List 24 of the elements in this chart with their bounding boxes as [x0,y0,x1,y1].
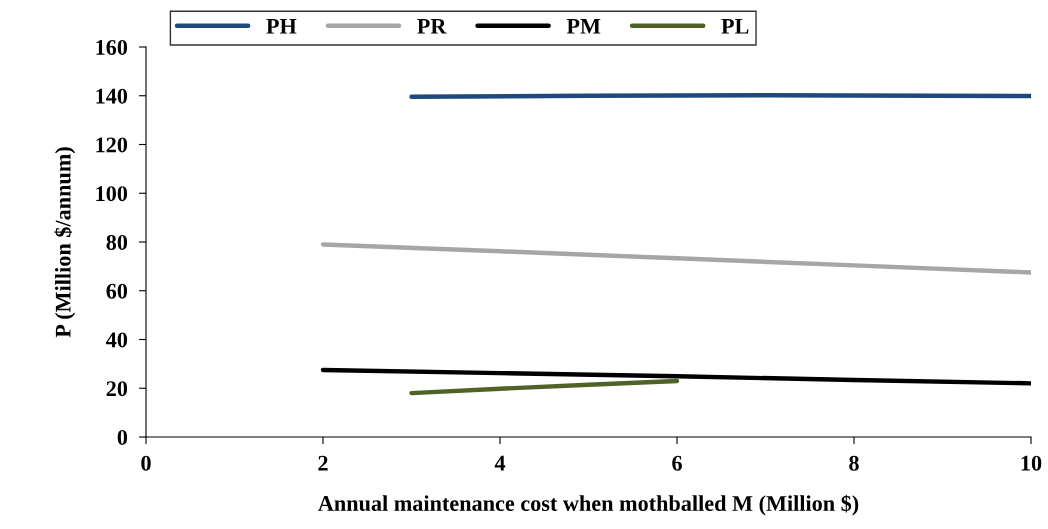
x-axis-title: Annual maintenance cost when mothballed M (Million $) [318,494,859,516]
y-tick-label: 20 [106,381,128,397]
x-tick-label: 4 [494,455,506,471]
y-tick-label: 60 [106,283,128,299]
x-tick-label: 8 [849,455,859,471]
legend-label: PR [417,18,447,34]
x-tick-label: 6 [672,455,682,471]
y-axis-title: P (Million $/annum) [54,147,76,338]
y-tick-label: 100 [96,186,128,202]
x-tick-label: 0 [141,455,151,471]
y-tick-label: 80 [106,234,128,250]
legend-label: PL [721,18,749,34]
y-tick-label: 160 [96,39,128,55]
line-series [320,242,1031,275]
legend-label: PH [266,18,297,34]
line-series [409,378,680,396]
y-tick-label: 120 [96,137,128,153]
line-series [320,367,1031,386]
x-tick-label: 10 [1021,455,1042,471]
legend-label: PM [566,18,601,34]
y-tick-label: 140 [96,88,128,104]
y-tick-label: 40 [106,332,128,348]
y-tick-label: 0 [117,429,128,445]
x-tick-label: 2 [318,455,328,471]
